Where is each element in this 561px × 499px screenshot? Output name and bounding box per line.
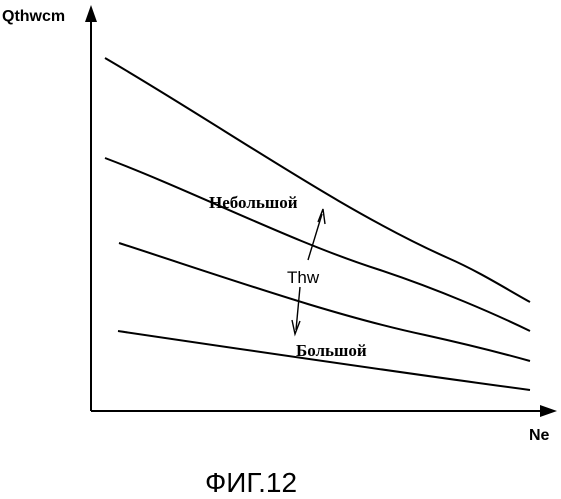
label-large: Большой: [296, 341, 367, 360]
arrow-up: [308, 214, 322, 260]
curve-1: [105, 58, 530, 302]
x-axis-label: Ne: [529, 427, 550, 444]
y-axis-label: Qthwcm: [2, 8, 65, 25]
thw-label: Thw: [287, 268, 320, 287]
x-axis-arrowhead: [540, 405, 557, 417]
label-small: Небольшой: [209, 193, 298, 212]
y-axis-arrowhead: [85, 5, 97, 22]
curve-2: [105, 158, 530, 331]
curve-4: [118, 331, 530, 390]
figure-caption: ФИГ.12: [205, 467, 297, 498]
